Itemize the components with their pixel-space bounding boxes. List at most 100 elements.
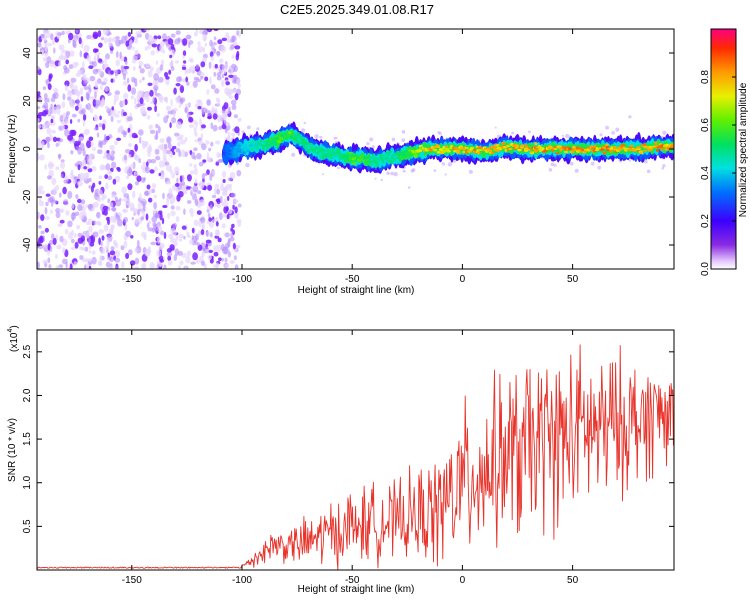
noise-dot xyxy=(167,212,170,219)
noise-dot xyxy=(197,106,202,110)
noise-dot xyxy=(189,163,193,167)
ridge-cell xyxy=(381,155,387,158)
noise-dot xyxy=(123,216,129,223)
noise-dot xyxy=(136,103,142,108)
noise-dot xyxy=(216,204,221,209)
noise-dot xyxy=(189,66,192,74)
noise-dot xyxy=(230,192,236,198)
noise-dot xyxy=(110,246,115,251)
noise-dot xyxy=(209,76,212,85)
noise-dot xyxy=(62,186,67,195)
noise-dot xyxy=(59,235,64,243)
noise-dot xyxy=(92,182,96,188)
noise-dot xyxy=(159,212,163,221)
noise-dot xyxy=(216,188,221,195)
noise-dot xyxy=(178,104,182,108)
noise-dot xyxy=(111,194,116,199)
noise-dot xyxy=(205,230,211,237)
noise-dot xyxy=(80,199,86,205)
noise-dot xyxy=(210,122,214,130)
noise-dot xyxy=(77,232,83,238)
spectrogram-x-label: Height of straight line (km) xyxy=(298,285,415,296)
noise-dot xyxy=(194,178,198,185)
noise-dot xyxy=(105,261,111,268)
noise-dot xyxy=(79,211,85,220)
noise-dot xyxy=(91,165,97,172)
noise-dot xyxy=(120,245,125,251)
noise-dot xyxy=(157,77,164,83)
noise-dot xyxy=(117,218,123,227)
ridge-cell xyxy=(444,145,449,148)
noise-dot xyxy=(151,38,158,43)
noise-dot xyxy=(110,70,114,75)
noise-dot xyxy=(121,261,125,269)
noise-dot xyxy=(214,235,219,239)
noise-dot xyxy=(41,34,45,38)
noise-dot xyxy=(208,61,212,69)
y-tick-label: 0 xyxy=(22,146,33,152)
noise-dot xyxy=(148,144,152,152)
noise-dot xyxy=(175,30,181,35)
noise-dot xyxy=(234,93,239,101)
colorbar-label: Normalized spectral amplitude xyxy=(738,82,749,217)
noise-dot xyxy=(58,61,62,67)
noise-dot xyxy=(202,46,206,53)
noise-dot xyxy=(224,87,230,95)
noise-dot xyxy=(152,210,156,214)
noise-dot xyxy=(165,180,172,185)
noise-dot xyxy=(45,30,51,38)
noise-dot xyxy=(100,241,103,247)
noise-dot xyxy=(190,261,196,265)
noise-dot xyxy=(175,205,181,211)
noise-dot xyxy=(49,209,53,215)
noise-dot xyxy=(169,151,174,158)
ridge-cell xyxy=(644,146,649,149)
noise-dot xyxy=(231,104,237,111)
noise-dot xyxy=(221,123,227,130)
noise-dot xyxy=(208,217,213,222)
noise-dot xyxy=(193,147,198,152)
noise-dot xyxy=(123,73,126,81)
noise-dot xyxy=(189,208,194,214)
noise-dot xyxy=(89,177,92,182)
ridge-halo-dot xyxy=(401,130,406,134)
ridge-halo-dot xyxy=(366,142,370,146)
noise-dot xyxy=(130,95,134,100)
noise-dot xyxy=(82,158,86,166)
noise-dot xyxy=(75,145,80,151)
noise-dot xyxy=(223,68,227,75)
noise-dot xyxy=(194,132,198,137)
noise-dot xyxy=(230,227,234,232)
colorbar-tick-label: 0.8 xyxy=(700,70,711,84)
ridge-cell xyxy=(656,149,660,152)
noise-dot xyxy=(196,78,201,83)
noise-dot xyxy=(215,262,220,269)
noise-dot xyxy=(141,208,144,215)
noise-dot xyxy=(46,175,52,180)
noise-dot xyxy=(128,166,133,174)
noise-dot xyxy=(75,194,79,200)
noise-dot xyxy=(131,87,137,95)
noise-dot xyxy=(180,139,186,145)
noise-dot xyxy=(193,167,198,176)
noise-dot xyxy=(138,61,144,66)
noise-dot xyxy=(195,64,200,70)
noise-dot xyxy=(230,99,237,106)
noise-dot xyxy=(71,238,75,244)
noise-dot xyxy=(145,63,150,68)
noise-dot xyxy=(237,203,242,208)
noise-dot xyxy=(198,181,205,189)
noise-dot xyxy=(192,252,199,261)
ridge-halo-dot xyxy=(511,131,515,135)
ridge-halo-dot xyxy=(565,133,570,139)
noise-dot xyxy=(83,79,88,86)
noise-dot xyxy=(126,116,133,122)
noise-dot xyxy=(176,76,181,83)
x-tick-label: -100 xyxy=(232,575,252,586)
noise-dot xyxy=(77,204,83,212)
noise-dot xyxy=(88,65,94,70)
noise-dot xyxy=(72,138,75,144)
noise-dot xyxy=(232,75,236,81)
noise-dot xyxy=(50,33,54,41)
noise-dot xyxy=(164,161,170,166)
